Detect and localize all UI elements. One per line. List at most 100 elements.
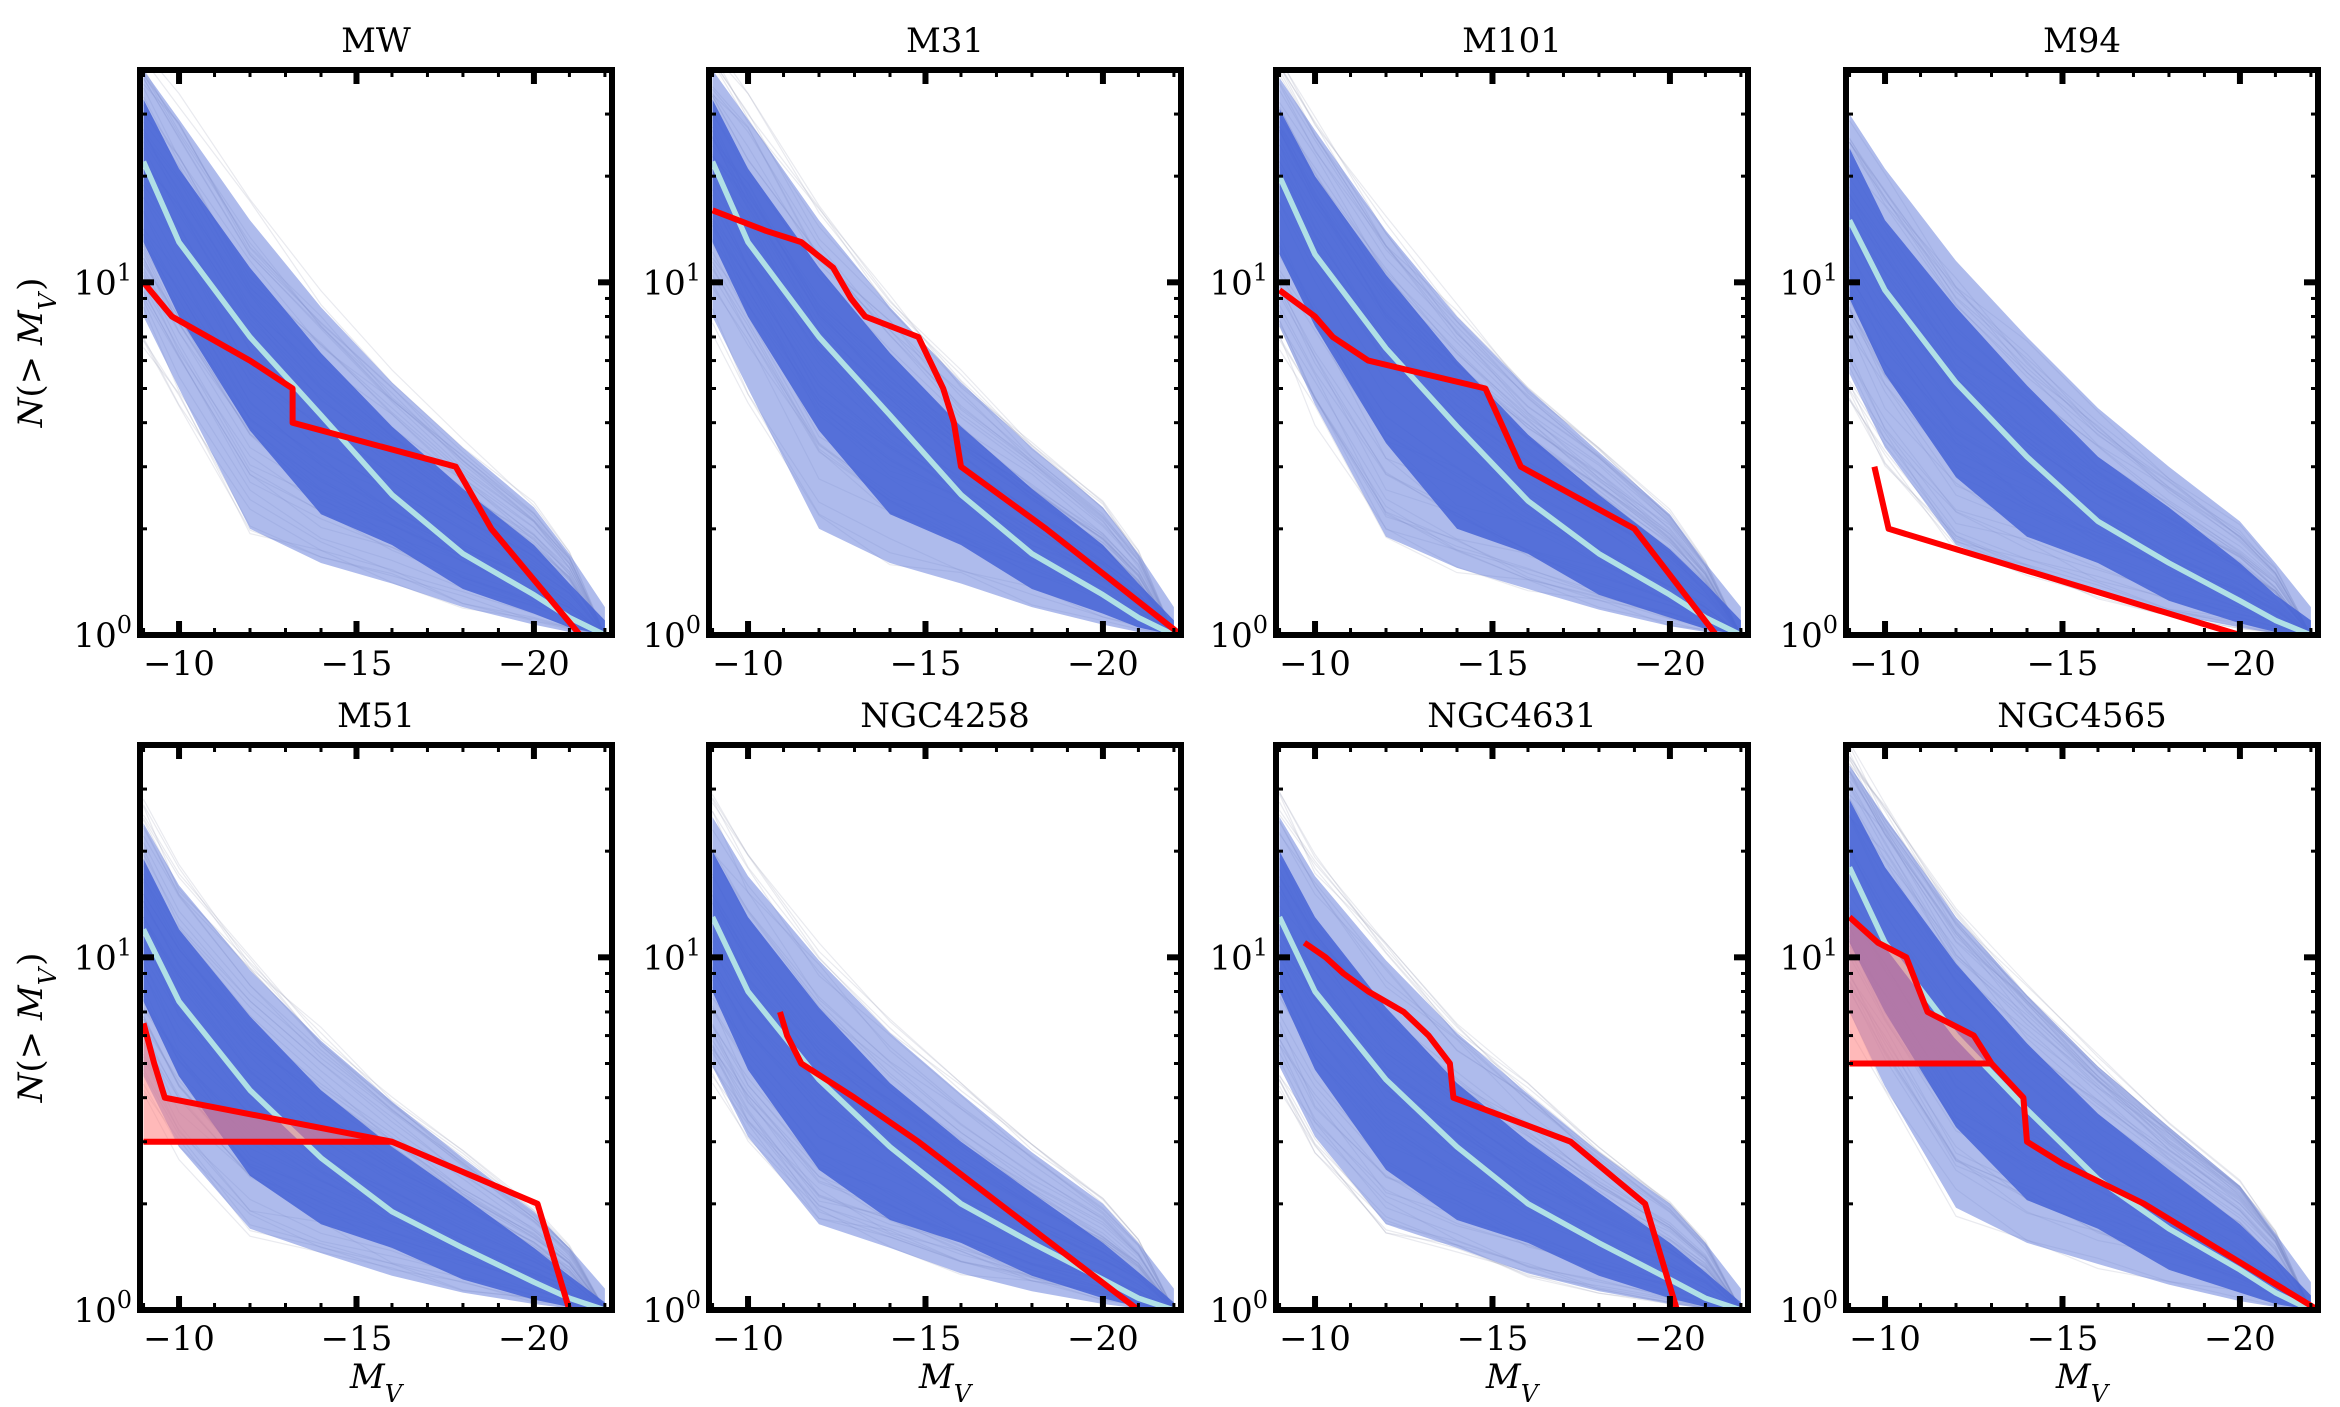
- x-axis-label: MV: [918, 1357, 974, 1407]
- y-tick-exp: 1: [117, 933, 132, 961]
- realization-curve: [1279, 810, 1742, 1310]
- y-tick-label: 100: [73, 611, 132, 656]
- x-tick-label: −10: [1849, 1319, 1921, 1359]
- band-inner: [712, 851, 1174, 1310]
- x-tick-label: −20: [1634, 644, 1706, 684]
- plot-content: [140, 70, 607, 635]
- band-inner: [712, 99, 1174, 635]
- x-tick-label: −20: [1067, 1319, 1139, 1359]
- x-axis-label: MV: [2055, 1357, 2111, 1407]
- x-tick-label: −15: [890, 644, 962, 684]
- y-label-n: N: [11, 1071, 51, 1103]
- panel-title: M94: [2043, 21, 2121, 61]
- y-tick-label: 100: [642, 1286, 701, 1331]
- x-tick-label: −10: [712, 1319, 784, 1359]
- y-tick-label: 101: [73, 258, 132, 303]
- axes-frame: [706, 67, 1184, 638]
- observed-line-m101: [1277, 287, 1719, 635]
- realization-curve: [1850, 745, 2312, 1310]
- y-tick-label: 100: [73, 1286, 132, 1331]
- x-tick-label: −20: [2204, 644, 2276, 684]
- realization-curve: [711, 794, 1175, 1310]
- y-tick-exp: 0: [1253, 611, 1268, 639]
- band-outer: [143, 70, 605, 635]
- median-line: [1847, 218, 2312, 635]
- x-tick-label: −20: [1634, 1319, 1706, 1359]
- x-tick-label: −15: [321, 1319, 393, 1359]
- band-outer: [1849, 114, 2311, 635]
- y-axis-label: N(> MV): [11, 953, 62, 1104]
- y-tick-exp: 0: [686, 611, 701, 639]
- panel-title: NGC4565: [1997, 696, 2166, 736]
- realization-curve: [158, 70, 606, 635]
- y-tick-label: 100: [1209, 1286, 1268, 1331]
- panel-title: MW: [341, 21, 411, 61]
- y-tick-exp: 0: [686, 1286, 701, 1314]
- y-tick-exp: 0: [1253, 1286, 1268, 1314]
- y-tick-base: 10: [642, 938, 685, 978]
- axes-frame: [137, 742, 615, 1313]
- y-label-m: M: [11, 984, 51, 1021]
- axes-frame: [1273, 742, 1751, 1313]
- x-label-sub: V: [385, 1380, 405, 1407]
- y-tick-exp: 1: [1823, 933, 1838, 961]
- y-tick-base: 10: [73, 938, 116, 978]
- y-tick-base: 10: [1779, 263, 1822, 303]
- y-axis-label: N(> MV): [11, 278, 62, 429]
- y-tick-label: 100: [1779, 611, 1838, 656]
- y-label-n: N: [11, 396, 51, 428]
- y-tick-base: 10: [73, 1291, 116, 1331]
- panel-title: M101: [1462, 21, 1562, 61]
- y-tick-base: 10: [1779, 938, 1822, 978]
- axes-frame: [1843, 67, 2321, 638]
- y-tick-base: 10: [1779, 616, 1822, 656]
- realization-curve: [1848, 383, 2311, 635]
- band-inner: [143, 859, 605, 1310]
- x-label-main: M: [2055, 1357, 2092, 1397]
- y-tick-base: 10: [642, 1291, 685, 1331]
- y-tick-exp: 0: [1823, 1286, 1838, 1314]
- y-tick-base: 10: [1209, 263, 1252, 303]
- realization-curve: [142, 814, 606, 1310]
- plot-content: [710, 794, 1175, 1310]
- realization-curve: [1849, 755, 2312, 1310]
- panel-title: M51: [337, 696, 415, 736]
- y-tick-label: 100: [642, 611, 701, 656]
- y-tick-label: 101: [1779, 933, 1838, 978]
- y-tick-base: 10: [73, 263, 116, 303]
- band-inner: [143, 99, 605, 635]
- x-tick-label: −15: [890, 1319, 962, 1359]
- y-tick-exp: 1: [1253, 933, 1268, 961]
- band-outer: [1279, 77, 1741, 635]
- observed-line-mw: [141, 280, 583, 635]
- x-tick-label: −20: [1067, 644, 1139, 684]
- realization-curve: [726, 70, 1175, 635]
- y-tick-label: 101: [1209, 258, 1268, 303]
- x-tick-label: −10: [712, 644, 784, 684]
- x-tick-label: −20: [2204, 1319, 2276, 1359]
- axes-frame: [706, 742, 1184, 1313]
- x-axis-label: MV: [1485, 1357, 1541, 1407]
- x-tick-label: −10: [1279, 644, 1351, 684]
- x-axis-label: MV: [349, 1357, 405, 1407]
- x-tick-label: −15: [2027, 1319, 2099, 1359]
- axes-frame: [137, 67, 615, 638]
- y-tick-label: 100: [1779, 1286, 1838, 1331]
- y-tick-base: 10: [1209, 938, 1252, 978]
- plot-content: [1277, 792, 1742, 1310]
- realization-curve: [1281, 70, 1742, 635]
- y-tick-exp: 1: [1823, 258, 1838, 286]
- median-line: [710, 915, 1175, 1310]
- y-tick-exp: 1: [686, 258, 701, 286]
- axes-frame: [1843, 742, 2321, 1313]
- x-tick-label: −20: [498, 644, 570, 684]
- y-label-paren: (>: [11, 1020, 51, 1073]
- band-outer: [143, 823, 605, 1310]
- y-tick-exp: 1: [1253, 258, 1268, 286]
